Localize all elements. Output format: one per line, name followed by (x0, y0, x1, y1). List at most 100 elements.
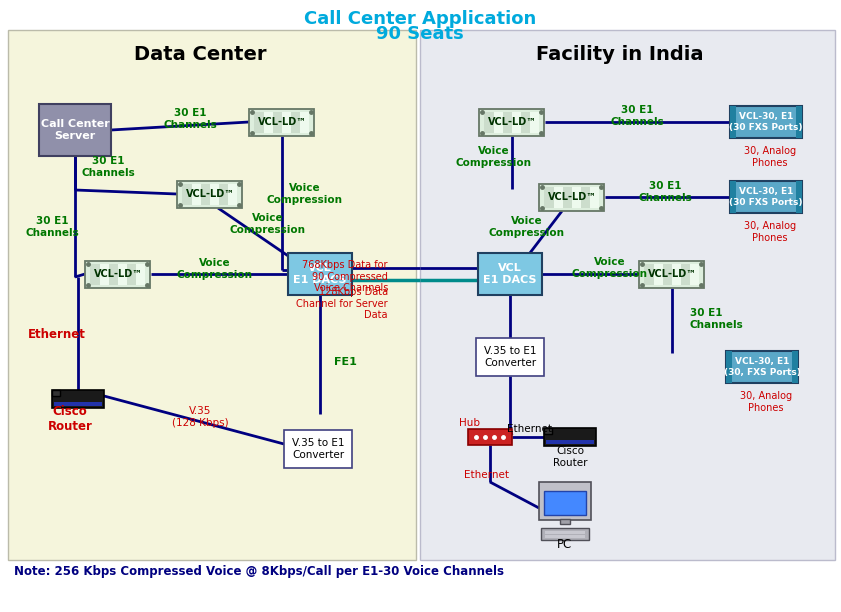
Bar (118, 264, 127, 285)
Text: Hub: Hub (459, 418, 480, 428)
Text: Voice
Compression: Voice Compression (267, 183, 343, 205)
Text: 30 E1
Channels: 30 E1 Channels (25, 216, 79, 238)
Bar (282, 111, 291, 133)
Bar (546, 440, 594, 444)
Text: 30 E1
Channels: 30 E1 Channels (610, 105, 664, 127)
Text: Ethernet: Ethernet (507, 424, 553, 434)
Text: 30 E1
Channels: 30 E1 Channels (81, 156, 135, 178)
Text: VCL-LD™: VCL-LD™ (547, 192, 596, 202)
Text: 128Kbps Data
Channel for Server
Data: 128Kbps Data Channel for Server Data (296, 287, 388, 320)
Text: Voice
Compression: Voice Compression (572, 257, 648, 279)
Bar (544, 187, 553, 207)
Bar (644, 264, 653, 285)
Text: Cisco
Router: Cisco Router (553, 446, 587, 468)
Text: Data Center: Data Center (134, 45, 267, 64)
Bar (291, 111, 300, 133)
Text: V.35 to E1
Converter: V.35 to E1 Converter (292, 438, 344, 460)
Bar (91, 264, 100, 285)
Bar (300, 111, 309, 133)
Text: Voice
Compression: Voice Compression (489, 216, 565, 238)
Text: 30, Analog
Phones: 30, Analog Phones (744, 221, 796, 242)
Bar (560, 519, 570, 524)
Bar (672, 264, 681, 285)
Bar (494, 111, 503, 133)
Text: Voice
Compression: Voice Compression (456, 146, 532, 168)
Bar (478, 253, 542, 295)
Bar (545, 531, 585, 534)
Text: VCL-LD™: VCL-LD™ (648, 269, 696, 279)
Text: Voice
Compression: Voice Compression (230, 213, 306, 235)
Bar (476, 338, 544, 376)
Text: VCL-30, E1
(30, FXS Ports): VCL-30, E1 (30, FXS Ports) (723, 357, 801, 377)
Bar (288, 253, 352, 295)
Bar (210, 184, 220, 204)
Bar (108, 264, 118, 285)
Bar (730, 181, 802, 213)
Bar (690, 264, 700, 285)
Bar (136, 264, 145, 285)
Text: VCL-LD™: VCL-LD™ (93, 269, 142, 279)
Bar (726, 351, 798, 383)
Bar (544, 428, 552, 434)
Text: Facility in India: Facility in India (537, 45, 704, 64)
Text: VCL
E1 DACS: VCL E1 DACS (484, 263, 537, 285)
Bar (572, 187, 581, 207)
Text: Ethernet: Ethernet (464, 470, 509, 480)
Bar (100, 264, 108, 285)
Text: 30 E1
Channels: 30 E1 Channels (163, 108, 217, 130)
Text: FE1: FE1 (334, 357, 357, 367)
Bar (730, 106, 802, 138)
Text: 768Kbps Data for
90 Compressed
Voice Channels: 768Kbps Data for 90 Compressed Voice Cha… (303, 260, 388, 293)
Text: Cisco
Router: Cisco Router (48, 405, 93, 433)
Bar (730, 106, 736, 138)
Text: 30, Analog
Phones: 30, Analog Phones (744, 146, 796, 168)
Text: Call Center Application: Call Center Application (304, 10, 536, 28)
Text: 30, Analog
Phones: 30, Analog Phones (740, 391, 792, 412)
Bar (541, 528, 589, 540)
Bar (272, 111, 282, 133)
Bar (545, 535, 585, 538)
Bar (726, 351, 732, 383)
Text: Note: 256 Kbps Compressed Voice @ 8Kbps/Call per E1-30 Voice Channels: Note: 256 Kbps Compressed Voice @ 8Kbps/… (14, 565, 504, 578)
Bar (512, 111, 521, 133)
Bar (229, 184, 237, 204)
Text: VCL
E1 DACS: VCL E1 DACS (294, 263, 346, 285)
Text: VCL-30, E1
(30 FXS Ports): VCL-30, E1 (30 FXS Ports) (729, 112, 803, 132)
Text: VCL-30, E1
(30 FXS Ports): VCL-30, E1 (30 FXS Ports) (729, 187, 803, 207)
Bar (192, 184, 201, 204)
Text: Call Center
Server: Call Center Server (40, 119, 109, 141)
Bar (792, 351, 798, 383)
Text: V.35 to E1
Converter: V.35 to E1 Converter (484, 346, 537, 368)
Bar (531, 111, 539, 133)
Text: Ethernet: Ethernet (28, 327, 86, 340)
Bar (544, 491, 586, 515)
Bar (54, 402, 102, 406)
Text: 30 E1
Channels: 30 E1 Channels (638, 181, 692, 203)
Text: VCL-LD™: VCL-LD™ (186, 189, 235, 199)
Bar (8, 30, 416, 560)
Text: Voice
Compression: Voice Compression (177, 258, 253, 280)
Bar (539, 482, 591, 520)
Bar (730, 181, 736, 213)
Bar (201, 184, 210, 204)
Bar (220, 184, 229, 204)
Bar (484, 111, 494, 133)
Bar (639, 261, 705, 288)
Text: VCL-LD™: VCL-LD™ (257, 117, 306, 127)
Bar (544, 428, 596, 446)
Bar (264, 111, 272, 133)
Bar (479, 108, 544, 135)
Bar (127, 264, 136, 285)
Bar (796, 106, 802, 138)
Bar (177, 181, 242, 207)
Bar (39, 104, 111, 156)
Bar (590, 187, 600, 207)
Text: V.35
(128 Kbps): V.35 (128 Kbps) (172, 406, 228, 428)
Text: 30 E1
Channels: 30 E1 Channels (690, 308, 743, 330)
Bar (250, 108, 315, 135)
Bar (420, 30, 835, 560)
Bar (468, 429, 512, 445)
Bar (663, 264, 672, 285)
Bar (539, 184, 605, 211)
Text: 90 Seats: 90 Seats (376, 25, 464, 43)
